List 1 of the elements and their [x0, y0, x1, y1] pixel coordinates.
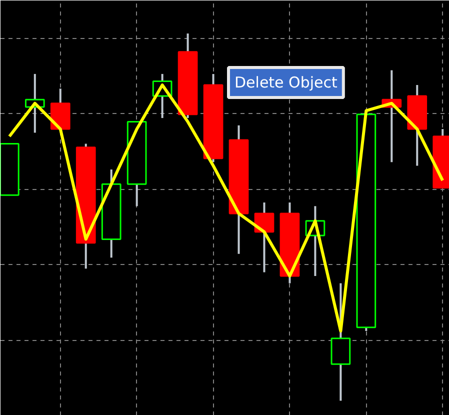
annotation: Delete Object — [234, 74, 338, 92]
